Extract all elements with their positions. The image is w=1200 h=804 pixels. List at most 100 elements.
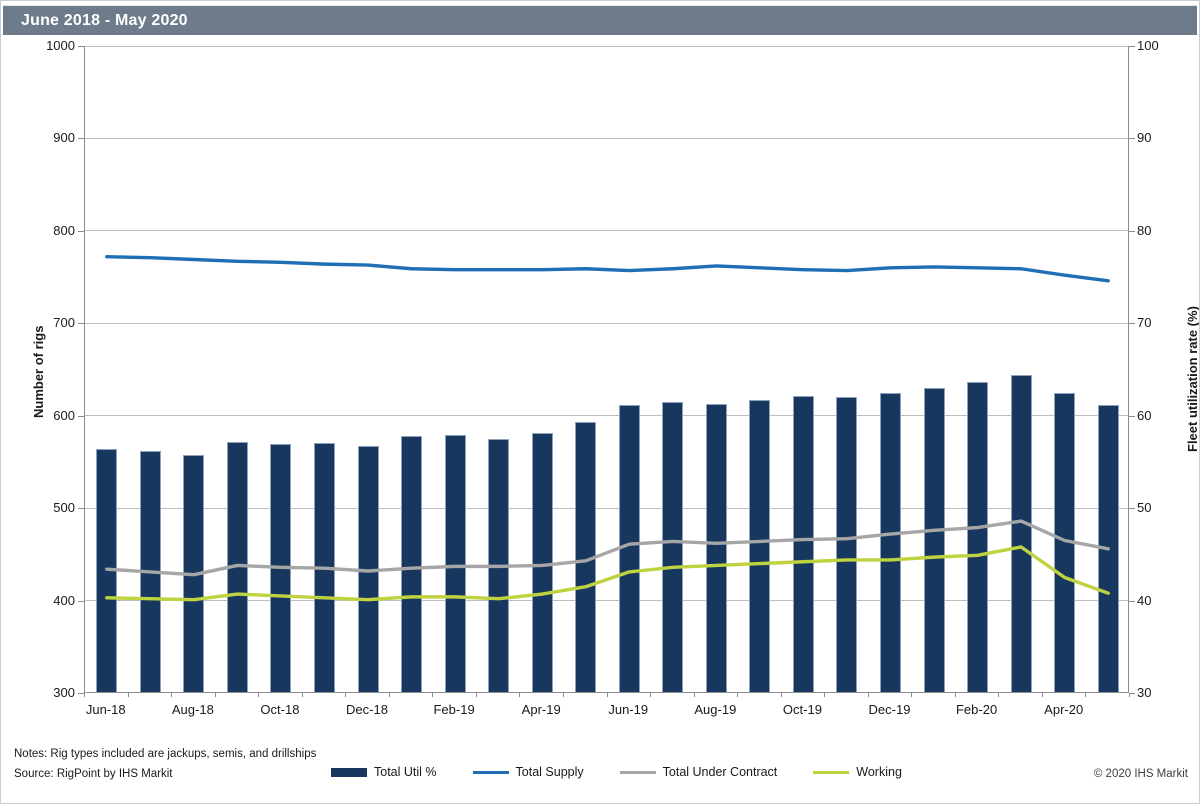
gridline: [85, 507, 1128, 509]
y-tick-label-left: 1000: [46, 38, 75, 53]
legend-item-total-supply: Total Supply: [472, 765, 584, 779]
x-axis-tick: [954, 693, 956, 697]
gridline: [85, 137, 1128, 139]
y-tick-label-left: 800: [53, 222, 75, 238]
util-bar-Oct-19: [792, 396, 814, 692]
right-axis-tick: [1129, 415, 1135, 417]
right-axis-tick: [1129, 138, 1135, 140]
x-axis-tick: [1129, 693, 1130, 697]
util-bar-Jan-20: [923, 387, 945, 692]
util-bar-Mar-20: [1010, 374, 1032, 692]
util-bar-Aug-19: [705, 403, 727, 692]
left-axis-tick: [78, 415, 84, 417]
chart-title: June 2018 - May 2020: [21, 11, 188, 29]
x-axis-tick: [650, 693, 652, 697]
right-axis-tick: [1129, 693, 1135, 694]
right-axis-tick: [1129, 600, 1135, 602]
legend-label: Total Util %: [374, 765, 437, 779]
right-axis-tick: [1129, 323, 1135, 325]
line-total-under-contract: [105, 519, 1110, 577]
x-axis-tick: [1085, 693, 1087, 697]
chart-area: 300 400 500 600 700 800 900 1000 30 40 50 60 70 80 90…: [1, 35, 1199, 745]
plot-area: [84, 46, 1129, 693]
x-tick-label: Oct-19: [782, 702, 822, 717]
left-axis-tick: [78, 138, 84, 140]
y-tick-label-left: 900: [53, 130, 75, 146]
x-axis-tick: [127, 693, 129, 697]
line-total-supply: [105, 255, 1110, 283]
x-axis-tick: [606, 693, 608, 697]
util-bar-Nov-19: [836, 397, 858, 692]
y-tick-label-right: 90: [1137, 130, 1152, 146]
y-tick-label-left: 500: [53, 500, 75, 516]
x-axis-tick: [562, 693, 564, 697]
gridline: [85, 415, 1128, 417]
util-bar-Dec-19: [880, 393, 902, 692]
line-swatch-total-under-contract: [619, 770, 656, 774]
left-axis-title: Number of rigs: [31, 325, 46, 418]
x-axis-tick: [737, 693, 739, 697]
x-tick-label: Apr-19: [521, 702, 561, 717]
x-tick-label: Apr-20: [1044, 702, 1084, 717]
util-bar-Sep-19: [749, 399, 771, 692]
x-tick-label: Aug-18: [171, 702, 214, 717]
x-axis-tick: [475, 693, 477, 697]
util-bar-Jan-19: [401, 435, 423, 692]
legend-item-total-util-: Total Util %: [331, 765, 437, 779]
right-axis-tick: [1129, 508, 1135, 510]
y-tick-label-left: 300: [53, 685, 75, 700]
util-bar-Feb-20: [967, 382, 989, 692]
x-axis-tick: [432, 693, 434, 697]
x-axis-tick: [519, 693, 521, 697]
left-axis-tick: [78, 600, 84, 602]
x-axis-tick: [84, 693, 85, 697]
line-series-layer: [105, 255, 1110, 602]
util-bar-Jul-19: [662, 401, 684, 692]
line-swatch-working: [813, 770, 850, 774]
x-axis-tick: [824, 693, 826, 697]
right-axis-tick: [1129, 46, 1135, 47]
util-bar-Apr-19: [531, 433, 553, 692]
x-tick-label: Oct-18: [260, 702, 300, 717]
y-tick-label-left: 400: [53, 592, 75, 608]
y-tick-label-right: 100: [1137, 38, 1159, 53]
y-tick-label-right: 40: [1137, 592, 1152, 608]
x-axis-tick: [171, 693, 173, 697]
x-axis-tick: [998, 693, 1000, 697]
footer: Notes: Rig types included are jackups, s…: [1, 743, 1199, 803]
x-tick-label: Feb-20: [955, 702, 998, 717]
y-tick-label-right: 30: [1137, 685, 1152, 700]
bar-swatch-total-util-: [331, 767, 367, 777]
y-tick-label-right: 80: [1137, 222, 1152, 238]
x-axis-tick: [345, 693, 347, 697]
gridline: [85, 322, 1128, 324]
left-axis-tick: [78, 693, 84, 694]
x-axis-tick: [258, 693, 260, 697]
legend-item-working: Working: [813, 765, 902, 779]
x-axis-tick: [693, 693, 695, 697]
source-text: Source: RigPoint by IHS Markit: [14, 768, 173, 780]
legend-label: Total Supply: [515, 765, 584, 779]
x-axis-tick: [214, 693, 216, 697]
x-tick-label: Feb-19: [433, 702, 475, 717]
x-tick-label: Dec-18: [346, 702, 388, 717]
util-bar-Feb-19: [444, 435, 466, 692]
x-tick-label: Aug-19: [694, 702, 737, 717]
x-axis-tick: [388, 693, 390, 697]
copyright-text: © 2020 IHS Markit: [1093, 768, 1188, 780]
line-working: [105, 545, 1110, 602]
legend: Total Util % Total Supply Total Under Cont…: [331, 765, 902, 779]
line-swatch-total-supply: [472, 770, 509, 774]
y-tick-label-left: 700: [53, 315, 75, 331]
x-axis-tick: [1041, 693, 1043, 697]
y-tick-label-left: 600: [53, 407, 75, 423]
y-tick-label-right: 70: [1137, 315, 1152, 331]
left-axis-tick: [78, 230, 84, 232]
x-axis-tick: [780, 693, 782, 697]
left-axis-tick: [78, 323, 84, 325]
left-axis-tick: [78, 46, 84, 47]
x-axis-tick: [867, 693, 869, 697]
legend-item-total-under-contract: Total Under Contract: [619, 765, 777, 779]
title-bar: June 2018 - May 2020: [3, 5, 1197, 35]
